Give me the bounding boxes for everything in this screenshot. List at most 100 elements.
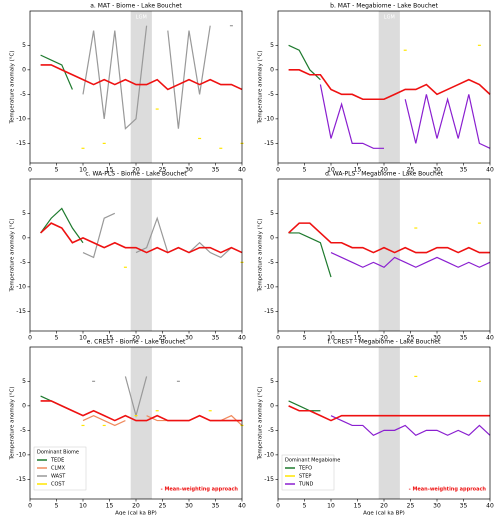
y-tick-label: -5 xyxy=(268,427,274,434)
series-line xyxy=(288,232,332,278)
y-tick-label: 5 xyxy=(270,42,274,49)
x-tick-label: 0 xyxy=(28,167,32,174)
x-tick-label: 30 xyxy=(433,335,441,342)
y-tick-label: 5 xyxy=(22,210,26,217)
series-line xyxy=(82,25,148,130)
x-tick-label: 25 xyxy=(407,167,415,174)
panel-title: e. CREST - Biome - Lake Bouchet xyxy=(87,339,186,346)
x-tick-label: 20 xyxy=(380,167,388,174)
x-tick-label: 5 xyxy=(303,503,307,510)
x-tick-label: 15 xyxy=(354,167,362,174)
x-tick-label: 0 xyxy=(28,503,32,510)
legend-title: Dominant Biome xyxy=(37,450,79,456)
y-tick-label: 0 xyxy=(22,234,26,241)
y-tick-label: -5 xyxy=(20,427,26,434)
x-tick-label: 5 xyxy=(55,167,59,174)
y-tick-label: -10 xyxy=(264,451,274,458)
x-tick-label: 30 xyxy=(433,167,441,174)
legend-title: Dominant Megabiome xyxy=(285,458,340,464)
y-tick-label: 0 xyxy=(270,402,274,409)
x-tick-label: 20 xyxy=(132,167,140,174)
x-tick-label: 30 xyxy=(185,167,193,174)
y-tick-label: -15 xyxy=(16,308,26,315)
panel-title: a. MAT - Biome - Lake Bouchet xyxy=(90,3,182,10)
y-tick-label: -15 xyxy=(264,140,274,147)
y-tick-label: -5 xyxy=(20,259,26,266)
x-tick-label: 10 xyxy=(79,503,87,510)
lgm-band xyxy=(130,347,152,499)
panel-title: d. WA-PLS - Megabiome - Lake Bouchet xyxy=(325,171,443,178)
x-tick-label: 40 xyxy=(486,503,494,510)
panel-title: c. WA-PLS - Biome - Lake Bouchet xyxy=(85,171,187,178)
x-tick-label: 35 xyxy=(212,167,220,174)
x-axis-label: Age (cal ka BP) xyxy=(115,511,157,516)
series-line xyxy=(167,25,211,129)
y-tick-label: -15 xyxy=(264,476,274,483)
series-line xyxy=(404,94,491,149)
y-tick-label: 5 xyxy=(270,210,274,217)
y-axis-label: Temperature anomaly (°C) xyxy=(258,387,264,461)
y-tick-label: 5 xyxy=(22,378,26,385)
lgm-band xyxy=(130,179,152,331)
lgm-band xyxy=(378,179,400,331)
series-line xyxy=(288,405,490,422)
lgm-label: LGM xyxy=(384,15,395,21)
x-tick-label: 30 xyxy=(185,503,193,510)
series-line xyxy=(319,84,384,149)
y-tick-label: -10 xyxy=(16,115,26,122)
series-line xyxy=(82,212,116,259)
y-tick-label: -5 xyxy=(268,91,274,98)
y-axis-label: Temperature anomaly (°C) xyxy=(258,51,264,125)
series-line xyxy=(330,252,491,268)
x-tick-label: 35 xyxy=(460,503,468,510)
panel-title: f. CREST - Megabiome - Lake Bouchet xyxy=(328,339,441,346)
x-tick-label: 25 xyxy=(159,503,167,510)
series-line xyxy=(40,400,242,422)
series-line xyxy=(40,207,84,244)
x-tick-label: 35 xyxy=(460,167,468,174)
series-line xyxy=(40,64,243,91)
legend-label: TUND xyxy=(298,482,313,488)
x-tick-label: 10 xyxy=(327,167,335,174)
lgm-band xyxy=(378,347,400,499)
y-axis-label: Temperature anomaly (°C) xyxy=(10,51,16,125)
x-tick-label: 5 xyxy=(55,335,59,342)
x-tick-label: 5 xyxy=(303,335,307,342)
x-tick-label: 15 xyxy=(354,503,362,510)
lgm-band xyxy=(378,11,400,163)
series-line xyxy=(288,222,490,254)
x-tick-label: 10 xyxy=(327,503,335,510)
x-tick-label: 35 xyxy=(212,335,220,342)
y-tick-label: 5 xyxy=(22,42,26,49)
x-tick-label: 40 xyxy=(486,335,494,342)
y-tick-label: 0 xyxy=(22,402,26,409)
x-tick-label: 10 xyxy=(79,335,87,342)
y-tick-label: -15 xyxy=(16,140,26,147)
series-line xyxy=(82,414,126,427)
panel-title: b. MAT - Megabiome - Lake Bouchet xyxy=(330,3,438,10)
y-tick-label: -10 xyxy=(16,283,26,290)
x-tick-label: 0 xyxy=(28,335,32,342)
lgm-band xyxy=(130,11,152,163)
x-tick-label: 40 xyxy=(238,503,246,510)
y-axis-label: Temperature anomaly (°C) xyxy=(258,219,264,293)
x-tick-label: 20 xyxy=(132,335,140,342)
y-axis-label: Temperature anomaly (°C) xyxy=(10,387,16,461)
y-tick-label: -5 xyxy=(20,91,26,98)
annotation: - Mean-weighting approach xyxy=(161,487,239,493)
series-line xyxy=(40,222,243,254)
x-tick-label: 15 xyxy=(106,503,114,510)
x-tick-label: 0 xyxy=(276,503,280,510)
legend-label: COST xyxy=(51,482,66,488)
series-line xyxy=(40,54,73,90)
x-tick-label: 40 xyxy=(238,335,246,342)
annotation: - Mean-weighting approach xyxy=(409,487,487,493)
x-tick-label: 5 xyxy=(303,167,307,174)
x-tick-label: 15 xyxy=(106,335,114,342)
x-axis-label: Age (cal ka BP) xyxy=(363,511,405,516)
legend-label: WAST xyxy=(51,474,66,480)
series-line xyxy=(288,69,491,101)
x-tick-label: 35 xyxy=(212,503,220,510)
x-tick-label: 30 xyxy=(433,503,441,510)
